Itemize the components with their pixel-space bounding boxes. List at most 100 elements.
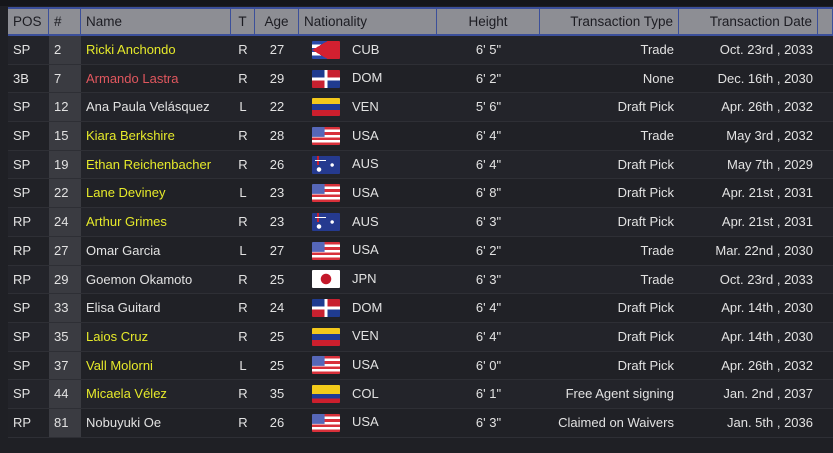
venezuela-flag-icon [312, 98, 340, 117]
transactions-table: POS # Name T Age Nationality Height Tran… [8, 7, 833, 438]
nationality: USA [299, 409, 437, 437]
throws: R [238, 271, 248, 287]
position: RP [13, 271, 32, 287]
header-age[interactable]: Age [255, 9, 299, 34]
player-name[interactable]: Ricki Anchondo [86, 42, 176, 57]
table-row[interactable]: RP 24 Arthur Grimes R 23 AUS 6' 3" Draft… [8, 208, 833, 237]
transaction-type: Trade [640, 242, 674, 258]
age: 23 [269, 185, 285, 201]
nationality: VEN [299, 93, 437, 121]
transaction-date: Apr. 26th , 2032 [721, 99, 813, 115]
position: SP [13, 386, 31, 402]
age: 26 [269, 414, 285, 430]
player-name[interactable]: Vall Molorni [86, 357, 153, 373]
player-name[interactable]: Laios Cruz [86, 328, 149, 344]
table-row[interactable]: SP 19 Ethan Reichenbacher R 26 AUS 6' 4"… [8, 150, 833, 180]
player-name[interactable]: Armando Lastra [86, 70, 179, 86]
nationality: DOM [299, 294, 437, 322]
throws: R [238, 386, 248, 402]
age: 25 [269, 328, 285, 344]
header-name[interactable]: Name [81, 9, 231, 34]
header-height[interactable]: Height [437, 9, 540, 34]
row-extra [818, 294, 833, 322]
nationality-code: USA [352, 184, 379, 200]
player-name[interactable]: Arthur Grimes [86, 214, 167, 230]
age: 35 [269, 386, 285, 402]
colombia-flag-icon [312, 385, 340, 404]
transaction-type: Draft Pick [617, 214, 674, 230]
table-row[interactable]: RP 29 Goemon Okamoto R 25 JPN 6' 3" Trad… [8, 265, 833, 295]
row-extra [818, 409, 833, 437]
throws: R [238, 156, 248, 172]
usa-flag-icon [312, 356, 340, 375]
height: 6' 3" [475, 271, 502, 287]
table-row[interactable]: SP 12 Ana Paula Velásquez L 22 VEN 5' 6"… [8, 93, 833, 123]
table-row[interactable]: 3B 7 Armando Lastra R 29 DOM 6' 2" None … [8, 64, 833, 94]
dominican-republic-flag-icon [312, 299, 340, 318]
table-row[interactable]: SP 33 Elisa Guitard R 24 DOM 6' 4" Draft… [8, 294, 833, 323]
usa-flag-icon [312, 184, 340, 203]
height: 6' 4" [475, 328, 502, 344]
player-name[interactable]: Kiara Berkshire [86, 128, 175, 144]
player-name[interactable]: Elisa Guitard [86, 300, 161, 316]
row-extra [818, 65, 833, 93]
position: RP [13, 214, 32, 230]
jersey-number: 24 [49, 208, 81, 236]
nationality-code: AUS [352, 213, 379, 229]
transaction-date: Dec. 16th , 2030 [717, 70, 813, 86]
nationality: JPN [299, 266, 437, 294]
nationality: CUB [299, 36, 437, 64]
player-name[interactable]: Omar Garcia [86, 242, 161, 258]
header-pos[interactable]: POS [8, 9, 49, 34]
row-extra [818, 179, 833, 207]
throws: L [239, 357, 247, 373]
row-extra [818, 266, 833, 294]
player-name[interactable]: Micaela Vélez [86, 386, 167, 402]
player-name[interactable]: Nobuyuki Oe [86, 414, 162, 430]
table-body: SP 2 Ricki Anchondo R 27 CUB 6' 5" Trade… [8, 36, 833, 438]
nationality-code: DOM [352, 299, 383, 315]
age: 26 [269, 156, 285, 172]
height: 6' 2" [475, 242, 502, 258]
table-row[interactable]: SP 22 Lane Deviney L 23 USA 6' 8" Draft … [8, 179, 833, 209]
table-row[interactable]: SP 2 Ricki Anchondo R 27 CUB 6' 5" Trade… [8, 36, 833, 65]
transaction-date: May 3rd , 2032 [726, 128, 813, 144]
australia-flag-icon [312, 155, 340, 174]
transaction-type: Claimed on Waivers [558, 414, 674, 430]
nationality-code: USA [352, 414, 379, 430]
table-row[interactable]: RP 81 Nobuyuki Oe R 26 USA 6' 3" Claimed… [8, 408, 833, 438]
player-name[interactable]: Ana Paula Velásquez [86, 99, 210, 115]
table-row[interactable]: SP 15 Kiara Berkshire R 28 USA 6' 4" Tra… [8, 122, 833, 151]
row-extra [818, 151, 833, 179]
transaction-date: Apr. 26th , 2032 [721, 357, 813, 373]
nationality-code: COL [352, 385, 379, 401]
player-name[interactable]: Lane Deviney [86, 185, 166, 201]
header-throws[interactable]: T [231, 9, 255, 34]
age: 27 [269, 242, 285, 258]
nationality-code: VEN [352, 98, 379, 114]
position: RP [13, 414, 32, 430]
throws: R [238, 214, 248, 230]
height: 6' 0" [475, 357, 502, 373]
nationality-code: VEN [352, 328, 379, 344]
position: SP [13, 42, 31, 57]
header-transaction-date[interactable]: Transaction Date [679, 9, 818, 34]
height: 5' 6" [475, 99, 502, 115]
transaction-type: Trade [640, 128, 674, 144]
header-transaction-type[interactable]: Transaction Type [540, 9, 679, 34]
jersey-number: 27 [49, 236, 81, 265]
height: 6' 1" [475, 386, 502, 402]
player-name[interactable]: Goemon Okamoto [86, 271, 193, 287]
age: 27 [269, 42, 285, 57]
table-row[interactable]: SP 44 Micaela Vélez R 35 COL 6' 1" Free … [8, 380, 833, 409]
australia-flag-icon [312, 212, 340, 231]
table-row[interactable]: SP 35 Laios Cruz R 25 VEN 6' 4" Draft Pi… [8, 322, 833, 352]
transaction-type: Free Agent signing [565, 386, 674, 402]
header-nationality[interactable]: Nationality [299, 9, 437, 34]
transaction-type: Trade [640, 271, 674, 287]
header-number[interactable]: # [49, 9, 81, 34]
age: 25 [269, 357, 285, 373]
player-name[interactable]: Ethan Reichenbacher [86, 156, 212, 172]
table-row[interactable]: SP 37 Vall Molorni L 25 USA 6' 0" Draft … [8, 351, 833, 381]
table-row[interactable]: RP 27 Omar Garcia L 27 USA 6' 2" Trade M… [8, 236, 833, 266]
